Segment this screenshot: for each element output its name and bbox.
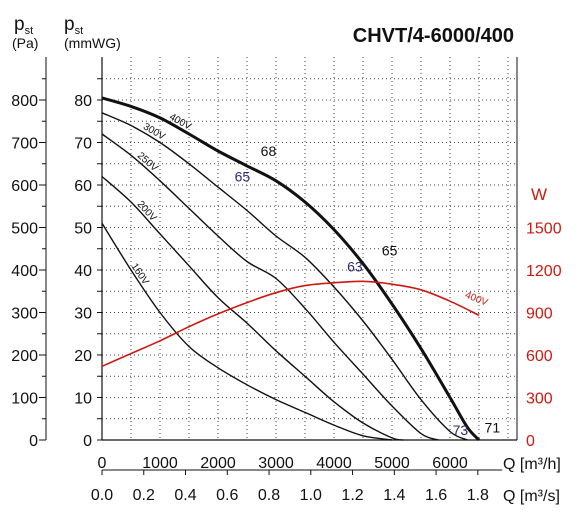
m3s-tick-label: 0.2 xyxy=(133,487,155,504)
pa-tick-label: 700 xyxy=(11,136,38,153)
power-tick-label: 600 xyxy=(526,348,553,365)
pressure-curve-250V xyxy=(101,133,439,441)
m3s-tick-label: 0.0 xyxy=(91,487,113,504)
power-curve xyxy=(101,280,480,368)
m3h-tick-label: 4000 xyxy=(316,455,352,472)
mmwg-tick-label: 80 xyxy=(74,93,92,110)
series-label-160V: 160V xyxy=(129,261,151,287)
power-tick-label: 900 xyxy=(526,306,553,323)
efficiency-label: 65 xyxy=(382,243,398,259)
mmwg-tick-label: 60 xyxy=(74,178,92,195)
pressure-curve-400V xyxy=(101,96,481,442)
m3h-tick-label: 5000 xyxy=(374,455,410,472)
m3s-tick-label: 1.4 xyxy=(383,487,405,504)
m3h-tick-label: 0 xyxy=(98,455,107,472)
series-label-300V: 300V xyxy=(141,121,167,142)
m3s-tick-label: 0.6 xyxy=(216,487,238,504)
mmwg-axis-label-main: p xyxy=(64,14,75,35)
efficiency-labels: 68 65 63 65 73 71 xyxy=(235,143,501,438)
pressure-curve-300V xyxy=(101,112,468,441)
pa-axis-unit: (Pa) xyxy=(12,35,38,51)
mmwg-tick-label: 10 xyxy=(74,391,92,408)
pa-axis-label-sub: st xyxy=(25,25,34,37)
pa-axis-label-main: p xyxy=(14,14,25,35)
chart-title: CHVT/4-6000/400 xyxy=(353,25,514,47)
mmwg-tick-label: 50 xyxy=(74,221,92,238)
x-axis-m3h-unit: Q [m³/h] xyxy=(503,456,561,473)
pa-tick-label: 100 xyxy=(11,391,38,408)
m3h-tick-label: 6000 xyxy=(432,455,468,472)
efficiency-label: 68 xyxy=(261,143,277,159)
power-tick-label: 1200 xyxy=(526,263,562,280)
pa-tick-label: 200 xyxy=(11,348,38,365)
efficiency-label: 65 xyxy=(235,169,251,185)
mmwg-tick-label: 30 xyxy=(74,306,92,323)
m3s-tick-label: 1.8 xyxy=(467,487,489,504)
m3s-tick-label: 1.6 xyxy=(425,487,447,504)
efficiency-label: 73 xyxy=(453,422,469,438)
series-label-200V: 200V xyxy=(135,199,159,224)
power-tick-label: 300 xyxy=(526,391,553,408)
mmwg-axis-label: pst xyxy=(64,14,83,37)
pressure-curve-160V xyxy=(101,222,393,441)
m3h-tick-label: 2000 xyxy=(200,455,236,472)
m3s-tick-label: 1.0 xyxy=(300,487,322,504)
pa-tick-label: 800 xyxy=(11,93,38,110)
mmwg-tick-label: 40 xyxy=(74,263,92,280)
power-curve-label: 400V xyxy=(463,290,489,309)
pa-axis-label: pst xyxy=(14,14,33,37)
power-axis-label: W xyxy=(531,185,547,204)
mmwg-axis-label-sub: st xyxy=(75,25,84,37)
pa-tick-label: 600 xyxy=(11,178,38,195)
mmwg-tick-label: 20 xyxy=(74,348,92,365)
m3h-tick-label: 3000 xyxy=(258,455,294,472)
efficiency-label: 71 xyxy=(485,419,501,435)
mmwg-axis-unit: (mmWG) xyxy=(64,35,121,51)
tick-labels: 0100200300400500600700800010203040506070… xyxy=(11,93,561,504)
pa-tick-label: 400 xyxy=(11,263,38,280)
grid xyxy=(39,57,518,475)
power-tick-label: 0 xyxy=(526,433,535,450)
m3s-tick-label: 0.8 xyxy=(258,487,280,504)
efficiency-label: 63 xyxy=(347,258,363,274)
power-tick-label: 1500 xyxy=(526,221,562,238)
pressure-curve-200V xyxy=(101,175,404,441)
pa-tick-label: 300 xyxy=(11,306,38,323)
pa-tick-label: 0 xyxy=(29,433,38,450)
pa-tick-label: 500 xyxy=(11,221,38,238)
m3s-tick-label: 0.4 xyxy=(174,487,196,504)
m3s-tick-label: 1.2 xyxy=(341,487,363,504)
mmwg-tick-label: 70 xyxy=(74,136,92,153)
m3h-tick-label: 1000 xyxy=(142,455,178,472)
x-axis-m3s-unit: Q [m³/s] xyxy=(503,488,560,505)
mmwg-tick-label: 0 xyxy=(83,433,92,450)
